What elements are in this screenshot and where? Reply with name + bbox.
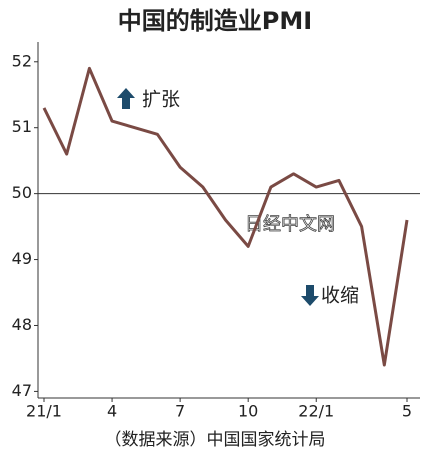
x-tick-label: 4 [107, 402, 117, 421]
source: （数据来源）中国国家统计局 [105, 430, 326, 450]
y-tick-label: 47 [12, 381, 32, 400]
x-tick-label: 5 [402, 402, 412, 421]
y-tick-label: 50 [12, 183, 32, 202]
x-tick-label: 22/1 [298, 402, 334, 421]
annotation-expand: 扩张 [142, 89, 180, 111]
y-tick-label: 51 [12, 117, 32, 136]
y-tick-label: 52 [12, 51, 32, 70]
data-line [42, 66, 409, 367]
chart-title: 中国的制造业PMI [118, 7, 312, 35]
y-tick-label: 49 [12, 249, 32, 268]
watermark: 日经中文网 [245, 214, 335, 235]
up-arrow [117, 88, 135, 109]
down-arrow [301, 285, 319, 306]
y-tick-label: 48 [12, 315, 32, 334]
x-tick-label: 7 [175, 402, 185, 421]
x-tick-label: 21/1 [26, 402, 62, 421]
annotation-contract: 收缩 [321, 285, 359, 307]
x-tick-label: 10 [238, 402, 258, 421]
